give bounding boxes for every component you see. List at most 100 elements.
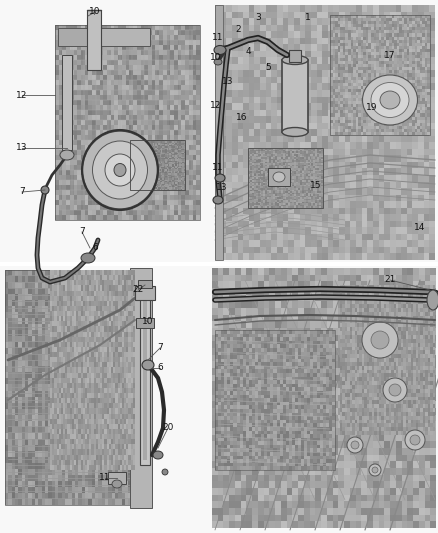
Bar [45, 421, 48, 427]
Bar [256, 152, 258, 154]
Bar [237, 423, 240, 427]
Bar [247, 354, 252, 361]
Text: 1: 1 [305, 13, 311, 22]
Bar [128, 306, 132, 312]
Bar [346, 79, 348, 83]
Bar [102, 378, 105, 384]
Bar [333, 175, 339, 182]
Bar [74, 285, 76, 290]
Bar [425, 132, 427, 135]
Bar [145, 163, 147, 164]
Bar [111, 419, 113, 424]
Bar [368, 39, 371, 43]
Bar [333, 214, 339, 221]
Bar [267, 438, 270, 441]
Bar [384, 455, 390, 462]
Bar [78, 330, 81, 336]
Bar [269, 160, 271, 162]
Bar [252, 394, 258, 401]
Bar [129, 35, 133, 40]
Bar [340, 67, 343, 70]
Bar [345, 149, 350, 156]
Bar [164, 163, 165, 164]
Bar [379, 327, 381, 331]
Bar [89, 419, 92, 424]
Bar [154, 148, 155, 149]
Bar [76, 460, 78, 465]
Bar [328, 51, 333, 58]
Bar [122, 445, 124, 449]
Bar [317, 204, 319, 205]
Bar [321, 328, 327, 335]
Bar [63, 367, 65, 373]
Bar [144, 160, 148, 165]
Bar [170, 154, 171, 156]
Bar [413, 201, 418, 208]
Bar [367, 475, 373, 481]
Bar [407, 335, 413, 341]
Bar [143, 168, 144, 169]
Bar [261, 456, 264, 459]
Bar [85, 373, 87, 378]
Bar [178, 148, 179, 149]
Bar [403, 358, 406, 362]
Bar [237, 427, 240, 431]
Bar [227, 355, 230, 359]
Bar [292, 169, 294, 171]
Bar [391, 362, 394, 366]
Bar [215, 337, 218, 341]
Bar [58, 28, 98, 46]
Bar [258, 468, 264, 475]
Bar [347, 397, 350, 400]
Bar [249, 51, 254, 58]
Bar [152, 170, 155, 175]
Bar [8, 445, 12, 451]
Bar [58, 499, 62, 505]
Bar [396, 247, 401, 254]
Bar [266, 168, 272, 175]
Bar [140, 176, 141, 177]
Bar [261, 192, 263, 194]
Bar [161, 160, 162, 162]
Bar [261, 344, 264, 348]
Bar [345, 423, 347, 427]
Bar [319, 152, 321, 154]
Bar [394, 46, 397, 49]
Bar [326, 431, 329, 434]
Bar [378, 240, 384, 247]
Bar [292, 384, 295, 387]
Bar [131, 154, 133, 156]
Bar [430, 468, 436, 475]
Bar [39, 318, 42, 324]
Bar [390, 84, 396, 90]
Bar [247, 308, 252, 314]
Bar [250, 176, 252, 177]
Bar [281, 268, 286, 274]
Bar [271, 154, 273, 156]
Bar [360, 304, 362, 308]
Bar [392, 74, 394, 77]
Bar [298, 174, 300, 176]
Bar [258, 368, 264, 375]
Bar [396, 136, 401, 142]
Bar [133, 90, 137, 95]
Bar [152, 153, 154, 154]
Bar [321, 160, 323, 162]
Bar [286, 159, 288, 160]
Bar [399, 408, 401, 412]
Bar [132, 330, 135, 336]
Bar [114, 50, 118, 55]
Bar [83, 332, 85, 337]
Bar [158, 186, 159, 188]
Bar [322, 227, 328, 234]
Bar [286, 355, 289, 359]
Bar [92, 100, 96, 105]
Bar [319, 185, 321, 187]
Bar [261, 154, 263, 156]
Bar [323, 452, 326, 456]
Bar [378, 116, 384, 123]
Bar [271, 185, 273, 187]
Bar [223, 462, 229, 468]
Bar [113, 332, 115, 337]
Bar [112, 469, 115, 475]
